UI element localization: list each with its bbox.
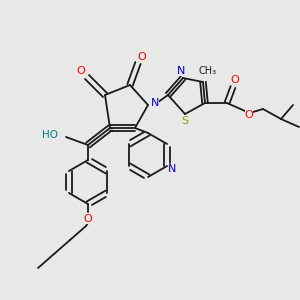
Text: HO: HO — [42, 130, 58, 140]
Text: O: O — [84, 214, 92, 224]
Text: N: N — [177, 66, 185, 76]
Text: O: O — [138, 52, 146, 62]
Text: N: N — [168, 164, 176, 174]
Text: O: O — [244, 110, 253, 120]
Text: CH₃: CH₃ — [199, 66, 217, 76]
Text: N: N — [151, 98, 159, 108]
Text: S: S — [182, 116, 189, 126]
Text: O: O — [231, 75, 239, 85]
Text: O: O — [76, 66, 85, 76]
